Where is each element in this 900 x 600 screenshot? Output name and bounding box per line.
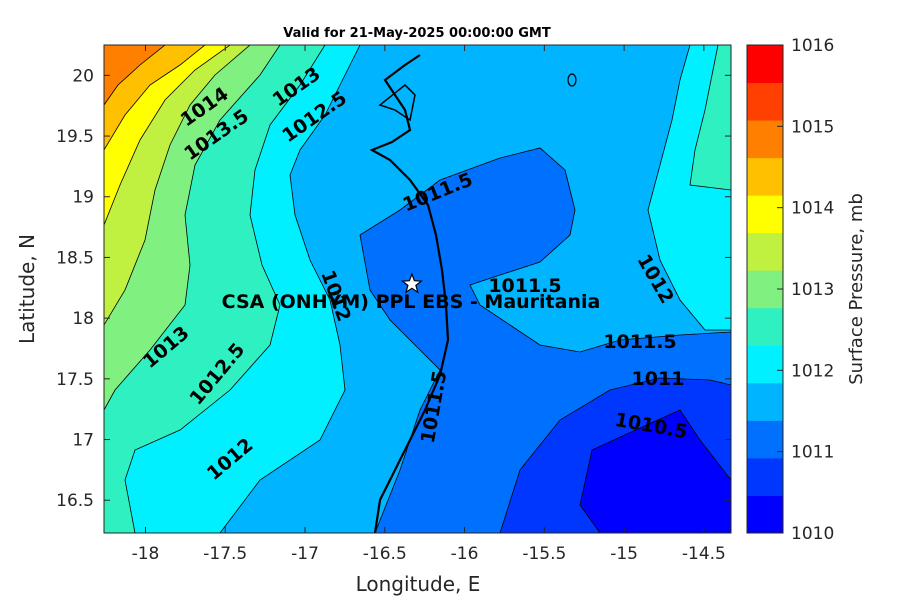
x-tick-label: -17.5 <box>203 544 247 564</box>
y-tick-label: 18.5 <box>56 248 94 268</box>
colorbar-swatch <box>747 45 783 84</box>
contour-label: 1011.5 <box>488 275 561 297</box>
contour-field <box>104 45 731 533</box>
colorbar-swatch <box>747 495 783 534</box>
y-axis-label: Latitude, N <box>15 234 39 344</box>
pressure-band-1010 <box>579 409 731 533</box>
y-tick-label: 16.5 <box>56 491 94 511</box>
colorbar-swatch <box>747 420 783 459</box>
colorbar-swatch <box>747 232 783 271</box>
station-label: CSA (ONHYM) PPL EBS - Mauritania <box>222 291 601 313</box>
x-tick-label: -15.5 <box>522 544 566 564</box>
colorbar-swatch <box>747 157 783 196</box>
colorbar-tick-label: 1010 <box>791 524 834 544</box>
y-tick-label: 19 <box>72 188 94 208</box>
colorbar-swatch <box>747 457 783 496</box>
colorbar-swatch <box>747 82 783 121</box>
x-tick-label: -14.5 <box>682 544 726 564</box>
colorbar-swatch <box>747 345 783 384</box>
plot-frame <box>103 44 732 534</box>
x-axis-label: Longitude, E <box>356 572 481 596</box>
island-outline <box>378 83 416 122</box>
colorbar-tick-label: 1011 <box>791 443 834 463</box>
map-title: Valid for 21-May-2025 00:00:00 GMT <box>283 26 551 41</box>
coastline <box>369 54 450 533</box>
colorbar-tick-label: 1013 <box>791 280 834 300</box>
colorbar-tick-label: 1016 <box>791 36 834 56</box>
y-tick-label: 17.5 <box>56 370 94 390</box>
colorbar-swatch <box>747 382 783 421</box>
contour-label: 1011 <box>632 368 685 390</box>
x-tick-label: -18 <box>132 544 160 564</box>
y-axis-ticks: 20 19.5 19 18.5 18 17.5 17 16.5 <box>56 66 731 511</box>
x-axis-ticks: -18 -17.5 -17 -16.5 -16 -15.5 -15 -14.5 <box>132 45 726 564</box>
y-tick-label: 17 <box>72 431 94 451</box>
colorbar-tick-label: 1014 <box>791 199 834 219</box>
island-outline-east <box>567 73 577 87</box>
colorbar-swatch <box>747 307 783 346</box>
x-tick-label: -16.5 <box>363 544 407 564</box>
x-tick-label: -17 <box>291 544 319 564</box>
colorbar-swatch <box>747 120 783 159</box>
colorbar-label: Surface Pressure, mb <box>846 193 867 385</box>
y-tick-label: 20 <box>72 66 94 86</box>
station-marker <box>400 272 424 294</box>
x-tick-label: -15 <box>610 544 638 564</box>
pressure-band-1015 <box>104 45 166 106</box>
pressure-band-1012_5-east <box>689 45 731 191</box>
y-tick-label: 19.5 <box>56 127 94 147</box>
star-icon <box>400 272 424 294</box>
colorbar-swatch <box>747 195 783 234</box>
colorbar-ticks: 1010 1011 1012 1013 1014 1015 1016 <box>777 36 834 544</box>
contour-label: 1011.5 <box>603 331 676 353</box>
x-tick-label: -16 <box>451 544 479 564</box>
y-tick-label: 18 <box>72 309 94 329</box>
colorbar-tick-label: 1012 <box>791 361 834 381</box>
colorbar-tick-label: 1015 <box>791 117 834 137</box>
